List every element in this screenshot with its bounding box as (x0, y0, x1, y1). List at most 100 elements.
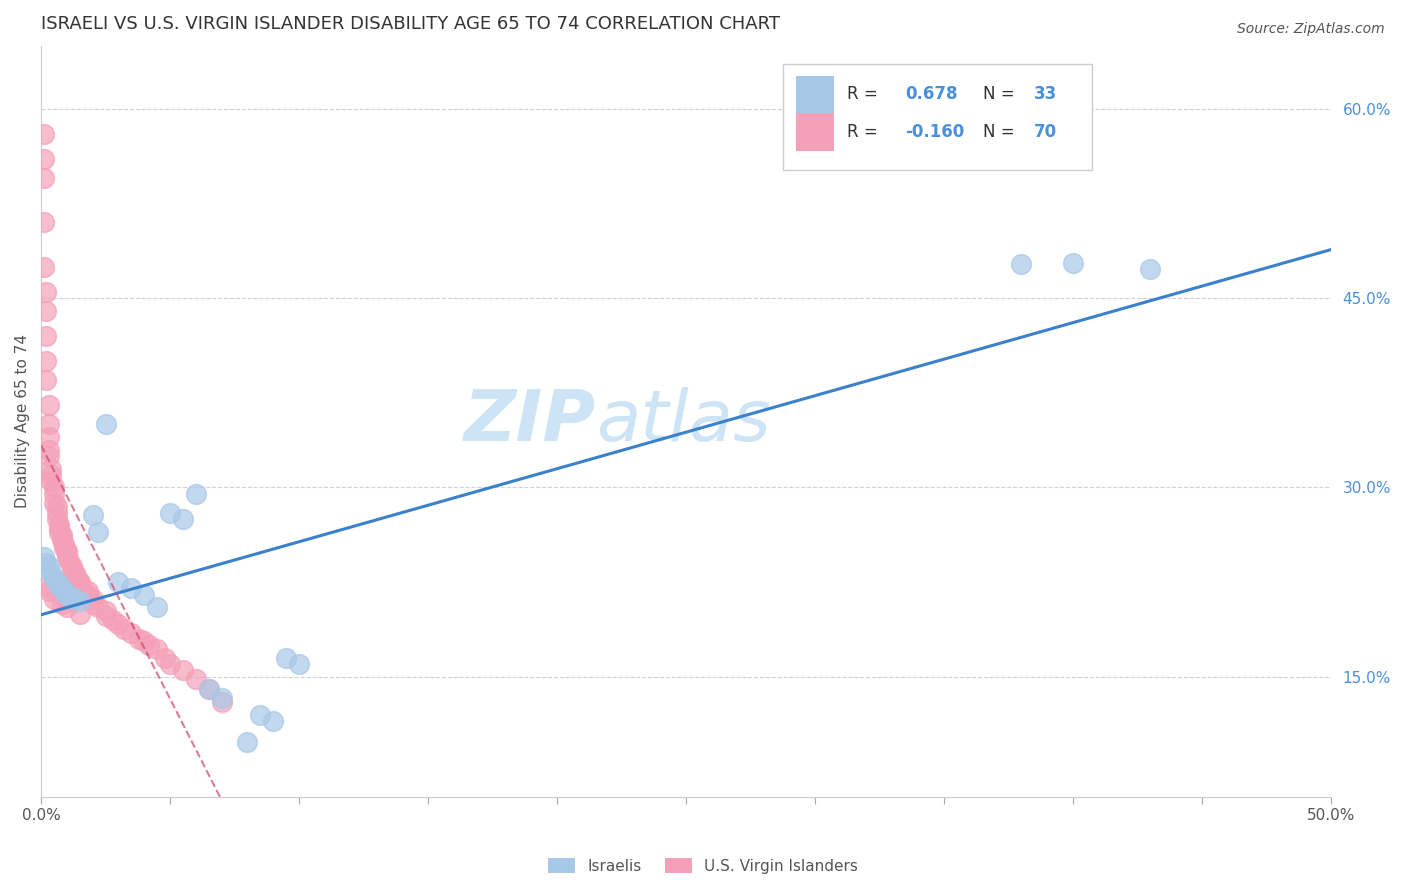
Point (82, 591, 104, 606)
Point (172, 664, 194, 678)
Point (38, 558, 60, 573)
Point (276, 650, 298, 665)
Point (35, 373, 58, 387)
Point (69, 575, 91, 590)
Text: N =: N = (983, 123, 1019, 141)
Point (159, 657, 181, 672)
Point (94, 609, 117, 624)
Point (262, 714, 284, 728)
Point (134, 634, 156, 648)
Text: 70: 70 (1033, 123, 1057, 141)
Point (48, 524, 70, 539)
Point (1139, 262, 1161, 277)
FancyBboxPatch shape (796, 113, 834, 151)
Point (42, 487, 65, 501)
Point (45, 575, 67, 590)
Text: R =: R = (846, 123, 883, 141)
Text: N =: N = (983, 86, 1019, 103)
Point (87, 524, 110, 539)
Legend: Israelis, U.S. Virgin Islanders: Israelis, U.S. Virgin Islanders (541, 852, 865, 880)
Point (41, 566, 63, 581)
Point (76, 583, 98, 598)
Point (66, 571, 89, 585)
Point (94, 417, 117, 432)
Point (56, 546, 79, 560)
Text: atlas: atlas (596, 386, 770, 456)
Point (51, 582, 73, 596)
Point (42, 480, 65, 494)
Text: -0.160: -0.160 (905, 123, 965, 141)
Point (153, 650, 176, 665)
Point (41, 474, 63, 488)
Point (60, 562, 83, 576)
Point (56, 543, 79, 558)
FancyBboxPatch shape (796, 76, 834, 113)
Point (51, 533, 73, 548)
Point (41, 467, 63, 482)
Point (184, 673, 207, 687)
Point (38, 583, 60, 598)
Text: Source: ZipAtlas.com: Source: ZipAtlas.com (1237, 22, 1385, 37)
Point (138, 638, 160, 652)
FancyBboxPatch shape (783, 64, 1092, 169)
Point (197, 682, 219, 697)
Point (120, 582, 142, 596)
Point (51, 531, 73, 545)
Point (45, 506, 67, 520)
Point (159, 506, 181, 520)
Point (211, 691, 233, 706)
Point (63, 591, 86, 606)
Point (53, 541, 76, 555)
Point (103, 613, 125, 627)
Point (249, 707, 271, 722)
Point (32, 127, 55, 141)
Point (48, 518, 70, 533)
Point (48, 579, 70, 593)
Point (288, 657, 311, 672)
Text: 33: 33 (1033, 86, 1057, 103)
Point (211, 695, 233, 709)
Point (42, 591, 65, 606)
Text: 0.678: 0.678 (905, 86, 957, 103)
Point (56, 600, 79, 615)
Point (134, 588, 156, 602)
Point (35, 285, 58, 299)
Point (1062, 256, 1084, 270)
Point (128, 632, 150, 646)
Point (42, 495, 65, 509)
Point (48, 521, 70, 535)
Point (197, 682, 219, 697)
Point (107, 575, 129, 590)
Point (53, 583, 76, 598)
Point (35, 579, 58, 593)
Point (146, 642, 169, 657)
Point (38, 442, 60, 457)
Point (184, 487, 207, 501)
Point (82, 508, 104, 523)
Y-axis label: Disability Age 65 to 74: Disability Age 65 to 74 (15, 334, 30, 508)
Point (63, 566, 86, 581)
Point (41, 461, 63, 475)
Point (56, 588, 79, 602)
Point (60, 591, 83, 605)
Point (146, 600, 169, 615)
Point (38, 398, 60, 412)
Point (35, 329, 58, 343)
Point (87, 600, 110, 615)
Point (172, 512, 194, 526)
Point (38, 449, 60, 463)
Text: ISRAELI VS U.S. VIRGIN ISLANDER DISABILITY AGE 65 TO 74 CORRELATION CHART: ISRAELI VS U.S. VIRGIN ISLANDER DISABILI… (41, 15, 780, 33)
Point (45, 500, 67, 514)
Point (32, 549, 55, 564)
Point (38, 430, 60, 444)
Point (56, 549, 79, 564)
Point (112, 622, 135, 636)
Point (51, 528, 73, 542)
Point (72, 582, 94, 596)
Point (1010, 257, 1032, 271)
Point (236, 735, 259, 749)
Point (120, 625, 142, 640)
Point (60, 558, 83, 573)
Point (94, 604, 117, 618)
Point (45, 512, 67, 526)
